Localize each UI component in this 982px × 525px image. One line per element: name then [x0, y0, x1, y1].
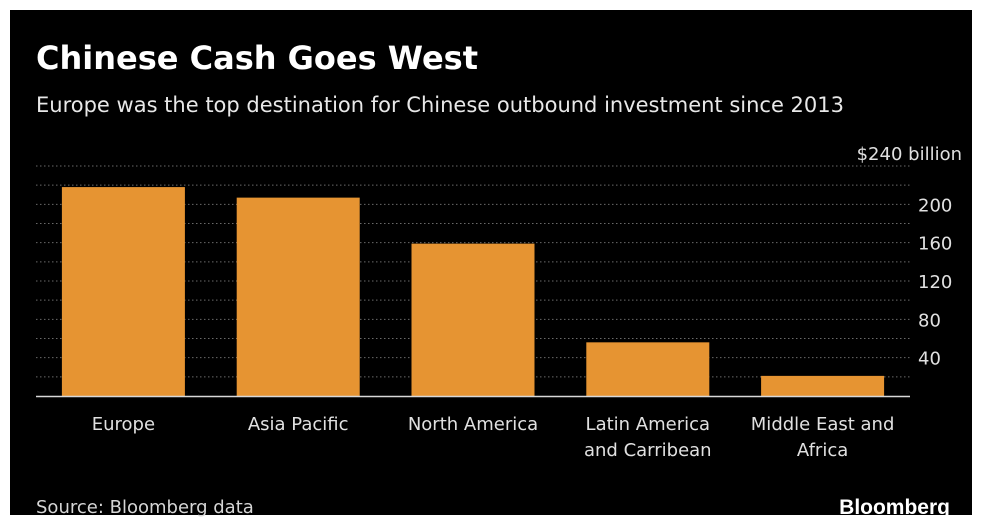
bar	[236, 197, 360, 396]
bar	[586, 342, 710, 396]
bar	[761, 375, 885, 396]
chart-title: Chinese Cash Goes West	[36, 39, 478, 77]
x-tick-label: Middle East and	[751, 414, 895, 435]
x-tick-label: Asia Pacific	[248, 414, 349, 435]
bar	[411, 243, 535, 396]
bar-chart: 40 80 120 160 200 $240 billion Europe Asia Pac…	[36, 144, 962, 461]
bars	[61, 187, 885, 396]
x-tick-label: North America	[408, 414, 538, 435]
source-note: Source: Bloomberg data	[36, 497, 254, 518]
x-tick-label: and Carribean	[584, 440, 712, 461]
x-tick-label: Latin America	[586, 414, 711, 435]
chart-frame: Chinese Cash Goes West Europe was the to…	[10, 10, 972, 519]
x-tick-label: Europe	[92, 414, 155, 435]
y-tick-label: 200	[918, 195, 952, 216]
x-tick-label: Africa	[797, 440, 848, 461]
y-tick-label: 40	[918, 349, 941, 370]
y-tick-label: 120	[918, 272, 952, 293]
y-tick-label: 80	[918, 310, 941, 331]
y-axis-unit-label: $240 billion	[857, 144, 962, 165]
chart-subtitle: Europe was the top destination for Chine…	[36, 93, 844, 117]
y-tick-label: 160	[918, 234, 952, 255]
x-tick-labels: Europe Asia Pacific North America Latin Ame…	[92, 414, 895, 461]
y-tick-labels: 40 80 120 160 200 $240 billion	[857, 144, 962, 370]
bar	[61, 187, 185, 396]
bloomberg-logo: Bloomberg	[839, 496, 950, 519]
